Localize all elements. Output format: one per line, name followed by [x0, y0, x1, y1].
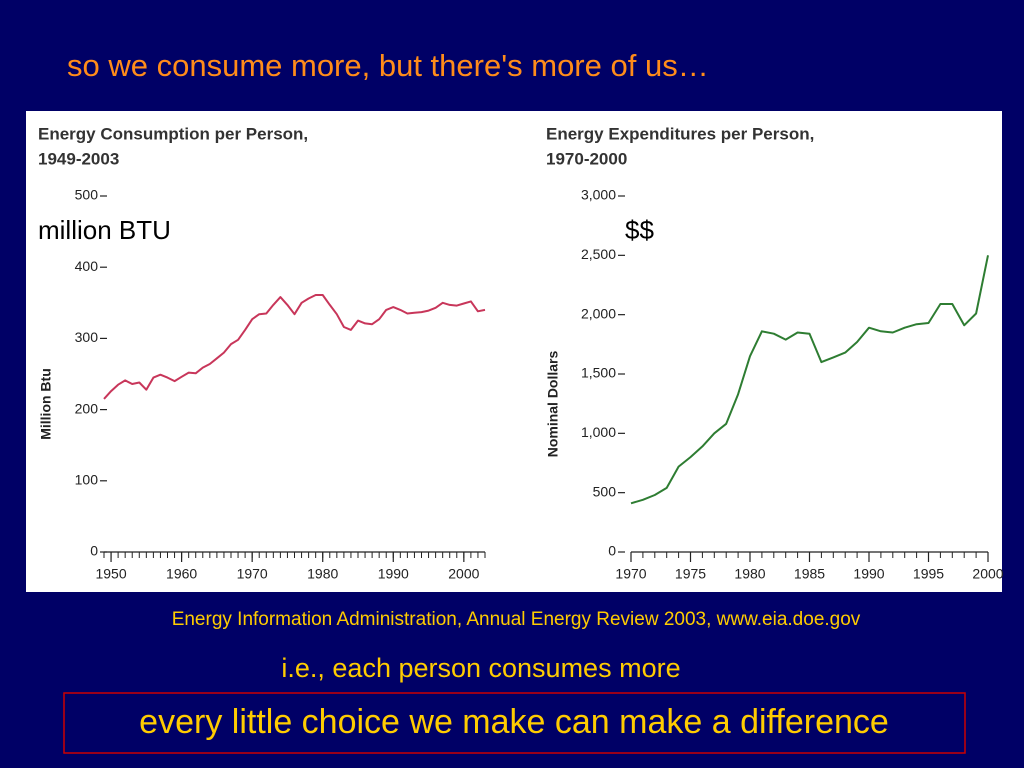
- chart-title: Energy Expenditures per Person,: [546, 124, 814, 143]
- annotation-bg: [36, 215, 214, 249]
- x-tick-label: 1950: [95, 566, 126, 582]
- y-tick-label: 2,500: [581, 246, 616, 262]
- y-tick-label: 100: [75, 472, 99, 488]
- highlight-box: [63, 692, 966, 754]
- y-tick-label: 500: [75, 187, 99, 203]
- y-tick-label: 0: [608, 543, 616, 559]
- data-line: [103, 294, 486, 400]
- x-tick-label: 1980: [307, 566, 338, 582]
- chart-panel: [26, 111, 1002, 592]
- note: i.e., each person consumes more: [281, 653, 680, 683]
- x-tick-label: 2000: [972, 566, 1003, 582]
- y-axis-label: Million Btu: [38, 368, 54, 440]
- x-tick-label: 1975: [675, 566, 706, 582]
- chart-subtitle: 1949-2003: [38, 149, 119, 168]
- y-tick-label: 500: [593, 483, 617, 499]
- chart-title: Energy Consumption per Person,: [38, 124, 308, 143]
- x-tick-label: 1970: [237, 566, 268, 582]
- y-tick-label: 200: [75, 400, 99, 416]
- annotation-bg: [623, 215, 665, 249]
- y-tick-label: 300: [75, 329, 99, 345]
- y-tick-label: 1,500: [581, 365, 616, 381]
- x-tick-label: 1960: [166, 566, 197, 582]
- y-tick-label: 2,000: [581, 305, 616, 321]
- x-tick-label: 1985: [794, 566, 825, 582]
- x-tick-label: 1980: [734, 566, 765, 582]
- x-tick-label: 1995: [913, 566, 944, 582]
- source: Energy Information Administration, Annua…: [172, 609, 861, 630]
- x-tick-label: 1990: [853, 566, 884, 582]
- y-axis-label: Nominal Dollars: [545, 351, 561, 458]
- data-line: [630, 255, 989, 505]
- x-tick-label: 2000: [448, 566, 479, 582]
- y-tick-label: 0: [90, 543, 98, 559]
- y-tick-label: 3,000: [581, 187, 616, 203]
- slide-title: so we consume more, but there's more of …: [67, 48, 709, 83]
- x-tick-label: 1990: [378, 566, 409, 582]
- y-tick-label: 1,000: [581, 424, 616, 440]
- annotation: million BTU: [38, 215, 171, 245]
- x-tick-label: 1970: [615, 566, 646, 582]
- highlight: every little choice we make can make a d…: [139, 703, 889, 741]
- annotation: $$: [625, 215, 654, 245]
- y-tick-label: 400: [75, 258, 99, 274]
- chart-subtitle: 1970-2000: [546, 149, 627, 168]
